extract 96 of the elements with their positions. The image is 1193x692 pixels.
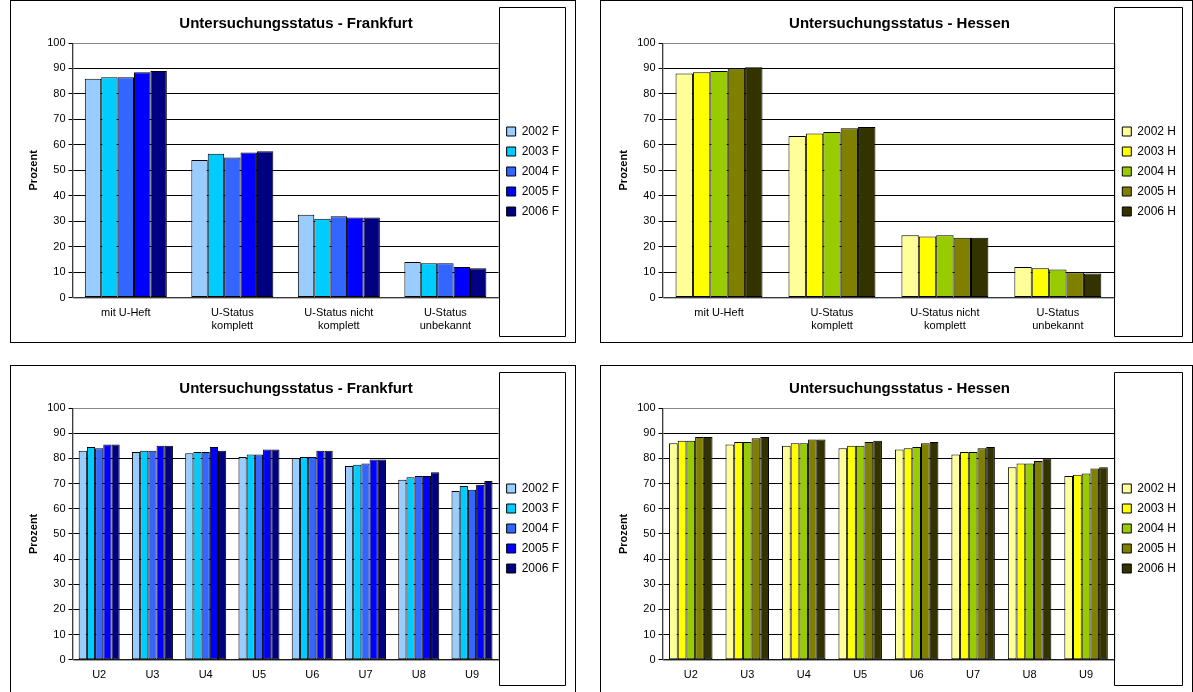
- y-tick-label: 0: [59, 290, 66, 303]
- legend-label: 2003 F: [521, 500, 559, 515]
- y-tick-label: 90: [643, 61, 656, 74]
- y-tick-label: 20: [53, 239, 66, 252]
- legend-label: 2006 H: [1137, 203, 1177, 218]
- y-tick-label: 50: [53, 163, 66, 176]
- legend-label: 2002 H: [1137, 123, 1177, 138]
- chart-title: Untersuchungsstatus - Frankfurt: [179, 14, 413, 32]
- y-tick-label: 0: [649, 652, 656, 665]
- y-tick-label: 0: [59, 652, 66, 665]
- x-tick-label: U-Status unbekannt: [1032, 306, 1084, 332]
- y-tick-label: 80: [53, 451, 66, 464]
- y-tick-label: 60: [53, 501, 66, 514]
- x-tick-label: U5: [853, 668, 868, 681]
- y-tick-label: 70: [643, 112, 656, 125]
- y-axis-title: Prozent: [26, 149, 39, 191]
- y-tick-label: 30: [53, 577, 66, 590]
- y-axis-title: Prozent: [616, 149, 629, 191]
- y-tick-label: 60: [53, 137, 66, 150]
- x-tick-label: U-Status nicht komplett: [304, 306, 374, 332]
- y-tick-label: 90: [53, 61, 66, 74]
- y-tick-label: 100: [637, 401, 656, 414]
- y-tick-label: 20: [643, 239, 656, 252]
- y-tick-label: 60: [643, 501, 656, 514]
- y-tick-label: 70: [53, 476, 66, 489]
- y-tick-label: 10: [643, 265, 656, 278]
- y-tick-label: 50: [643, 526, 656, 539]
- legend-label: 2004 H: [1137, 520, 1177, 535]
- y-tick-label: 30: [643, 577, 656, 590]
- y-tick-label: 0: [649, 290, 656, 303]
- x-tick-label: U9: [464, 668, 480, 681]
- y-tick-label: 10: [643, 627, 656, 640]
- y-tick-label: 40: [53, 188, 66, 201]
- chart-title: Untersuchungsstatus - Frankfurt: [179, 379, 413, 397]
- legend-label: 2003 F: [521, 143, 559, 158]
- x-tick-label: U-Status komplett: [810, 306, 854, 332]
- legend-label: 2002 H: [1137, 480, 1177, 495]
- x-tick-label: U8: [411, 668, 426, 681]
- y-axis-title: Prozent: [26, 513, 39, 555]
- y-tick-label: 10: [53, 265, 66, 278]
- x-tick-label: U-Status nicht komplett: [910, 306, 980, 332]
- legend-label: 2004 F: [521, 520, 559, 535]
- y-tick-label: 50: [643, 163, 656, 176]
- legend-label: 2005 F: [521, 183, 559, 198]
- y-tick-label: 60: [643, 137, 656, 150]
- legend-label: 2002 F: [521, 480, 559, 495]
- x-tick-label: U6: [305, 668, 320, 681]
- legend-label: 2004 H: [1137, 163, 1177, 178]
- legend-label: 2004 F: [521, 163, 559, 178]
- legend-label: 2006 F: [521, 203, 559, 218]
- y-tick-label: 30: [53, 214, 66, 227]
- y-tick-label: 40: [643, 552, 656, 565]
- y-tick-label: 40: [643, 188, 656, 201]
- y-tick-label: 90: [53, 426, 66, 439]
- y-tick-label: 80: [53, 86, 66, 99]
- legend-label: 2006 H: [1137, 560, 1177, 575]
- y-tick-label: 50: [53, 526, 66, 539]
- y-tick-label: 100: [47, 36, 66, 49]
- x-tick-label: U7: [358, 668, 373, 681]
- x-tick-label: U7: [966, 668, 981, 681]
- y-tick-label: 70: [53, 112, 66, 125]
- x-tick-label: U5: [251, 668, 266, 681]
- legend-label: 2002 F: [521, 123, 559, 138]
- x-tick-label: U6: [909, 668, 924, 681]
- legend-label: 2005 H: [1137, 183, 1177, 198]
- chart-title: Untersuchungsstatus - Hessen: [789, 379, 1010, 397]
- legend-label: 2006 F: [521, 560, 559, 575]
- y-tick-label: 10: [53, 627, 66, 640]
- x-tick-label: mit U-Heft: [694, 306, 744, 319]
- y-tick-label: 40: [53, 552, 66, 565]
- x-tick-label: U4: [198, 668, 213, 681]
- y-tick-label: 90: [643, 426, 656, 439]
- x-tick-label: U9: [1079, 668, 1094, 681]
- x-tick-label: U2: [683, 668, 698, 681]
- x-tick-label: U3: [145, 668, 160, 681]
- x-tick-label: mit U-Heft: [101, 306, 151, 319]
- y-tick-label: 80: [643, 86, 656, 99]
- y-tick-label: 70: [643, 476, 656, 489]
- legend-label: 2005 F: [521, 540, 559, 555]
- legend-label: 2003 H: [1137, 143, 1177, 158]
- legend-label: 2003 H: [1137, 500, 1177, 515]
- y-tick-label: 100: [637, 36, 656, 49]
- y-tick-label: 30: [643, 214, 656, 227]
- x-tick-label: U3: [740, 668, 755, 681]
- x-tick-label: U8: [1022, 668, 1037, 681]
- x-tick-label: U4: [796, 668, 811, 681]
- x-tick-label: U-Status komplett: [210, 306, 255, 332]
- chart-title: Untersuchungsstatus - Hessen: [789, 14, 1010, 32]
- y-tick-label: 80: [643, 451, 656, 464]
- x-tick-label: U2: [92, 668, 107, 681]
- y-tick-label: 20: [643, 602, 656, 615]
- y-tick-label: 100: [47, 401, 66, 414]
- y-tick-label: 20: [53, 602, 66, 615]
- y-axis-title: Prozent: [616, 513, 629, 555]
- legend-label: 2005 H: [1137, 540, 1177, 555]
- x-tick-label: U-Status unbekannt: [419, 306, 472, 332]
